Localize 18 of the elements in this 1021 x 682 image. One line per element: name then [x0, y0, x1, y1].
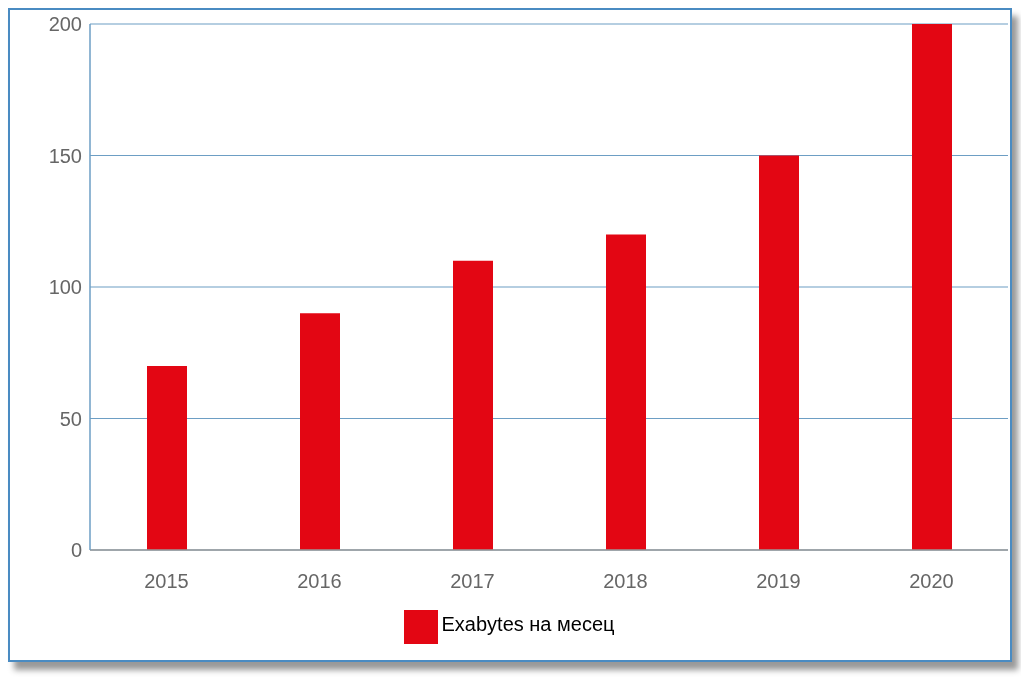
x-tick-label: 2016 — [297, 570, 342, 593]
y-tick-label: 200 — [48, 13, 82, 36]
y-tick-label: 150 — [48, 144, 82, 167]
x-tick-label: 2015 — [144, 570, 189, 593]
legend-label: Exabytes на месец — [441, 613, 615, 636]
x-tick-label: 2019 — [756, 570, 801, 593]
y-tick-label: 100 — [48, 276, 82, 299]
x-tick-label: 2018 — [603, 570, 648, 593]
y-tick-label: 0 — [70, 539, 82, 562]
bar — [147, 365, 187, 550]
bar — [912, 24, 952, 550]
x-tick-label: 2020 — [909, 570, 954, 593]
bar — [453, 260, 493, 550]
bar — [759, 155, 799, 550]
y-tick-label: 50 — [59, 407, 82, 430]
bar — [300, 313, 340, 550]
x-tick-label: 2017 — [450, 570, 495, 593]
bar — [606, 234, 646, 550]
